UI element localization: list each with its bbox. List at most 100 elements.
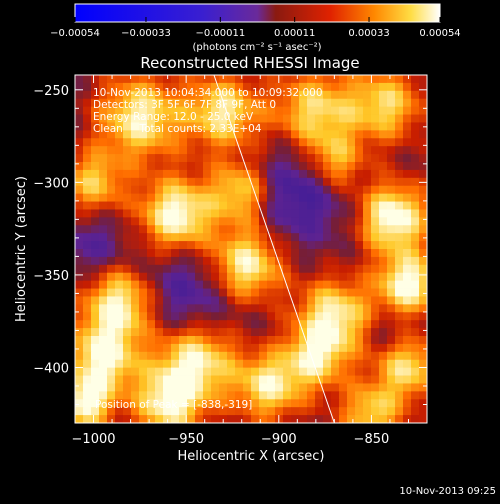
heatmap-cell (403, 256, 412, 266)
x-tick-label: −1000 (72, 432, 116, 447)
heatmap-cell (211, 391, 220, 400)
heatmap-cell (163, 304, 172, 313)
heatmap-cell (99, 272, 108, 282)
heatmap-cell (355, 288, 364, 297)
heatmap-cell (419, 82, 428, 92)
heatmap-cell (315, 201, 324, 210)
heatmap-cell (395, 169, 404, 179)
heatmap-cell (155, 304, 164, 313)
heatmap-cell (411, 407, 420, 416)
heatmap-cell (203, 162, 212, 171)
heatmap-cell (211, 225, 220, 234)
heatmap-cell (147, 201, 156, 210)
heatmap-cell (379, 241, 388, 250)
heatmap-cell (123, 209, 132, 218)
heatmap-cell (163, 256, 172, 266)
heatmap-cell (219, 106, 228, 115)
heatmap-cell (131, 249, 140, 258)
heatmap-cell (379, 304, 388, 313)
heatmap-cell (363, 169, 372, 179)
heatmap-cell (243, 407, 252, 416)
heatmap-cell (403, 359, 412, 369)
heatmap-cell (99, 280, 108, 289)
heatmap-cell (363, 233, 372, 242)
heatmap-cell (163, 399, 172, 408)
heatmap-cell (299, 256, 308, 266)
heatmap-cell (131, 146, 140, 155)
heatmap-cell (171, 177, 180, 187)
heatmap-cell (307, 193, 316, 202)
heatmap-cell (323, 359, 332, 369)
heatmap-cell (107, 399, 116, 408)
heatmap-cell (227, 391, 236, 400)
heatmap-cell (219, 233, 228, 242)
heatmap-cell (275, 98, 284, 108)
heatmap-cell (115, 169, 124, 179)
heatmap-cell (267, 391, 276, 400)
heatmap-cell (179, 82, 188, 92)
heatmap-cell (363, 122, 372, 131)
heatmap-cell (195, 177, 204, 187)
heatmap-cell (395, 162, 404, 171)
heatmap-cell (99, 154, 108, 163)
heatmap-cell (275, 375, 284, 384)
heatmap-cell (315, 399, 324, 408)
heatmap-cell (299, 343, 308, 353)
heatmap-cell (227, 328, 236, 337)
heatmap-cell (211, 296, 220, 305)
heatmap-cell (323, 351, 332, 361)
heatmap-cell (291, 272, 300, 282)
heatmap-cell (371, 375, 380, 384)
heatmap-cell (307, 106, 316, 115)
heatmap-cell (259, 351, 268, 361)
heatmap-cell (267, 272, 276, 282)
heatmap-cell (115, 304, 124, 313)
heatmap-cell (419, 264, 428, 274)
heatmap-cell (99, 209, 108, 218)
heatmap-cell (315, 193, 324, 202)
heatmap-cell (291, 320, 300, 329)
heatmap-cell (187, 375, 196, 384)
heatmap-cell (395, 272, 404, 282)
heatmap-cell (323, 249, 332, 258)
heatmap-cell (99, 343, 108, 353)
heatmap-cell (275, 201, 284, 210)
heatmap-cell (347, 272, 356, 282)
heatmap-cell (411, 162, 420, 171)
heatmap-cell (195, 75, 204, 84)
heatmap-cell (171, 90, 180, 100)
heatmap-cell (243, 106, 252, 115)
heatmap-cell (379, 288, 388, 297)
heatmap-cell (347, 304, 356, 313)
heatmap-cell (243, 351, 252, 361)
heatmap-cell (107, 375, 116, 384)
heatmap-cell (395, 154, 404, 163)
heatmap-cell (75, 193, 84, 202)
heatmap-cell (259, 233, 268, 242)
heatmap-cell (307, 138, 316, 147)
heatmap-cell (75, 98, 84, 108)
heatmap-cell (363, 264, 372, 274)
heatmap-cell (387, 312, 396, 321)
heatmap-cell (155, 146, 164, 155)
y-axis-label: Heliocentric Y (arcsec) (14, 176, 29, 322)
heatmap-cell (347, 383, 356, 392)
heatmap-cell (123, 351, 132, 361)
heatmap-cell (259, 359, 268, 369)
heatmap-cell (299, 193, 308, 202)
heatmap-cell (419, 343, 428, 353)
heatmap-cell (251, 146, 260, 155)
heatmap-cell (83, 280, 92, 289)
heatmap-cell (371, 407, 380, 416)
heatmap-cell (235, 114, 244, 123)
heatmap-cell (195, 320, 204, 329)
heatmap-cell (395, 312, 404, 321)
heatmap-cell (211, 90, 220, 100)
heatmap-cell (299, 75, 308, 84)
heatmap-cell (243, 138, 252, 147)
heatmap-cell (203, 90, 212, 100)
heatmap-cell (395, 383, 404, 392)
heatmap-cell (139, 154, 148, 163)
heatmap-cell (283, 320, 292, 329)
heatmap-cell (243, 256, 252, 266)
